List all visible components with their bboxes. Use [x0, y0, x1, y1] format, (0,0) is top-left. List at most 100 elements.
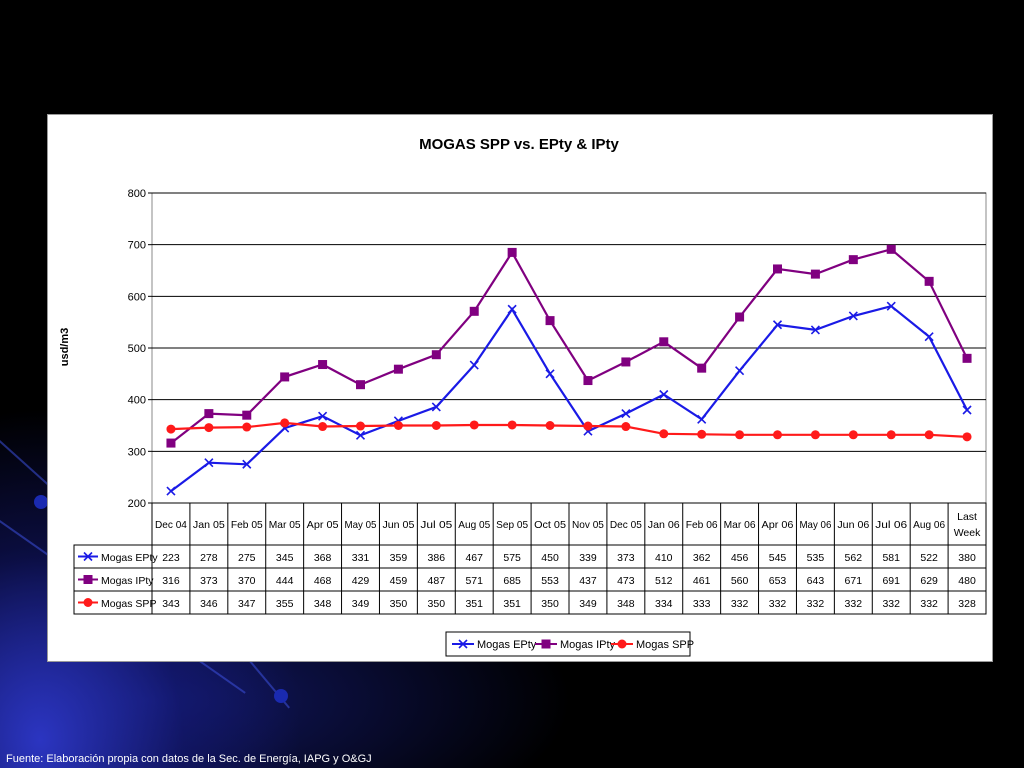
- point-marker: [355, 430, 366, 440]
- point-marker: [318, 360, 328, 370]
- x-category-label: Mar 05: [269, 519, 301, 531]
- point-marker: [166, 438, 176, 448]
- series-line: [170, 248, 968, 444]
- point-marker: [848, 255, 858, 265]
- point-marker: [83, 551, 93, 562]
- point-marker: [886, 301, 896, 311]
- point-marker: [659, 429, 669, 439]
- point-marker: [469, 420, 479, 430]
- x-category-label: Aug 05: [458, 519, 490, 531]
- point-marker: [541, 639, 551, 649]
- table-series-name: Mogas IPty: [101, 575, 154, 587]
- series-line: [170, 421, 968, 438]
- table-cell: 333: [693, 598, 711, 610]
- table-cell: 629: [920, 575, 938, 587]
- table-cell: 468: [314, 575, 332, 587]
- y-tick-label: 800: [128, 188, 146, 200]
- point-marker: [617, 639, 627, 649]
- table-cell: 535: [807, 552, 825, 564]
- y-tick-label: 200: [128, 498, 146, 510]
- table-cell: 643: [807, 575, 825, 587]
- point-marker: [924, 332, 934, 342]
- x-category-label: Last: [957, 511, 977, 523]
- point-marker: [280, 372, 290, 382]
- table-cell: 370: [238, 575, 256, 587]
- legend-label: Mogas SPP: [636, 639, 694, 651]
- table-cell: 332: [769, 598, 787, 610]
- x-category-label: Apr 06: [762, 519, 794, 531]
- source-footnote: Fuente: Elaboración propia con datos de …: [6, 753, 372, 765]
- point-marker: [772, 320, 783, 330]
- table-cell: 346: [200, 598, 218, 610]
- point-marker: [318, 422, 328, 432]
- line-chart: MOGAS SPP vs. EPty & IPty usd/m3 200 300 4…: [59, 136, 987, 657]
- point-marker: [507, 247, 517, 257]
- x-category-label: Nov 05: [572, 519, 604, 531]
- point-marker: [962, 353, 972, 363]
- point-marker: [621, 357, 631, 367]
- decorative-dot: [34, 495, 48, 509]
- x-category-label: Feb 06: [686, 519, 718, 531]
- table-cell: 522: [920, 552, 938, 564]
- point-marker: [886, 430, 896, 440]
- legend-label: Mogas IPty: [560, 639, 616, 651]
- table-cell: 450: [541, 552, 559, 564]
- table-cell: 545: [769, 552, 787, 564]
- chart-title: MOGAS SPP vs. EPty & IPty: [419, 136, 619, 153]
- table-cell: 349: [352, 598, 370, 610]
- x-category-label: Jul 05: [420, 519, 452, 531]
- y-axis-label: usd/m3: [59, 328, 71, 367]
- chart-panel: MOGAS SPP vs. EPty & IPty usd/m3 200 300 4…: [47, 114, 993, 662]
- x-category-label: Jan 05: [193, 519, 225, 531]
- point-marker: [924, 276, 934, 286]
- table-cell: 512: [655, 575, 673, 587]
- point-marker: [204, 409, 214, 419]
- table-series-name: Mogas EPty: [101, 552, 158, 564]
- y-tick-label: 500: [128, 343, 146, 355]
- table-cell: 349: [579, 598, 597, 610]
- data-table: Dec 04 Jan 05 Feb 05 Mar 05 Apr 05 May 05 Jun …: [73, 502, 987, 615]
- point-marker: [621, 422, 631, 432]
- x-category-label: Jun 05: [382, 519, 414, 531]
- point-marker: [507, 304, 517, 314]
- point-marker: [545, 421, 555, 430]
- point-marker: [735, 430, 745, 440]
- point-marker: [83, 575, 93, 584]
- table-cell: 410: [655, 552, 673, 564]
- table-cell: 362: [693, 552, 711, 564]
- table-cell: 467: [465, 552, 483, 564]
- table-cell: 348: [617, 598, 635, 610]
- table-cell: 332: [807, 598, 825, 610]
- table-cell: 332: [845, 598, 863, 610]
- table-cell: 275: [238, 552, 256, 564]
- table-cell: 437: [579, 575, 597, 587]
- y-tick-label: 600: [128, 291, 146, 303]
- x-category-label: Jun 06: [837, 519, 869, 531]
- point-marker: [621, 409, 631, 419]
- table-cell: 278: [200, 552, 218, 564]
- point-marker: [583, 421, 593, 431]
- table-cell: 373: [617, 552, 635, 564]
- point-marker: [659, 337, 669, 347]
- point-marker: [886, 244, 896, 254]
- point-marker: [545, 369, 555, 379]
- x-category-label: May 06: [799, 519, 831, 531]
- point-marker: [962, 432, 972, 442]
- table-cell: 339: [579, 552, 597, 564]
- point-marker: [166, 486, 176, 496]
- table-cell: 223: [162, 552, 180, 564]
- point-marker: [83, 598, 93, 607]
- point-marker: [697, 414, 707, 424]
- table-cell: 480: [958, 575, 976, 587]
- legend-box: [445, 631, 691, 657]
- point-marker: [773, 430, 782, 440]
- table-cell: 332: [920, 598, 938, 610]
- table-cell: 350: [428, 598, 446, 610]
- point-marker: [659, 389, 669, 400]
- point-marker: [583, 376, 593, 386]
- table-cell: 316: [162, 575, 180, 587]
- point-marker: [735, 312, 745, 322]
- point-marker: [924, 430, 934, 440]
- table-cell: 459: [390, 575, 408, 587]
- point-marker: [469, 360, 479, 370]
